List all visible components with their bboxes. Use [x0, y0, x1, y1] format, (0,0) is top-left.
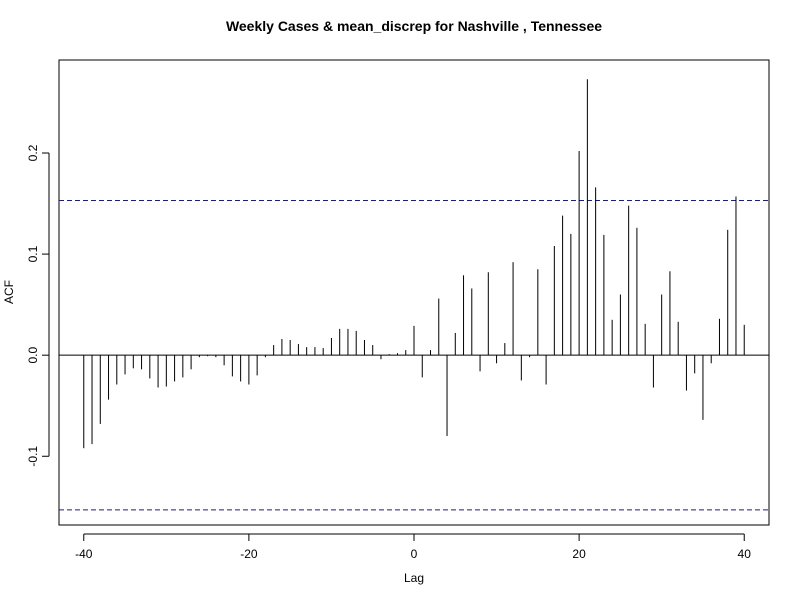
x-tick-label: -20 — [240, 547, 258, 561]
y-axis-label: ACF — [2, 280, 16, 304]
y-tick-label: 0.1 — [26, 245, 40, 262]
plot-frame — [58, 59, 770, 526]
chart-title: Weekly Cases & mean_discrep for Nashvill… — [226, 18, 602, 34]
plot-area — [59, 79, 769, 511]
x-tick-label: 0 — [411, 547, 418, 561]
y-tick-label: 0.2 — [26, 144, 40, 161]
x-axis-label: Lag — [404, 571, 424, 585]
y-axis: -0.1 0.0 0.1 0.2 — [26, 144, 50, 467]
x-tick-label: -40 — [75, 547, 93, 561]
y-tick-label: -0.1 — [26, 446, 40, 467]
y-tick-label: 0.0 — [26, 347, 40, 364]
x-tick-label: 40 — [738, 547, 752, 561]
x-axis: -40 -20 0 20 40 — [75, 533, 752, 561]
x-tick-label: 20 — [572, 547, 586, 561]
